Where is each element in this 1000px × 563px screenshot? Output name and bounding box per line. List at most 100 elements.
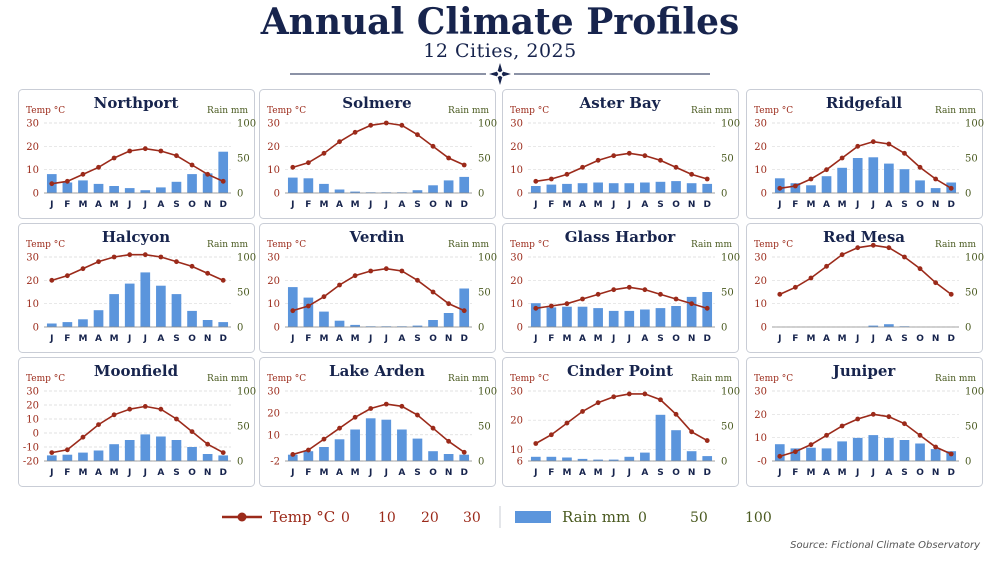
temp-point	[321, 150, 327, 156]
temp-point	[383, 120, 389, 126]
rain-bar	[93, 183, 104, 193]
temp-point	[337, 425, 342, 431]
temp-tick-label: 30	[510, 387, 523, 398]
temp-point	[611, 394, 617, 400]
rain-bar	[608, 183, 619, 193]
temp-axis-label: Temp °C	[754, 240, 793, 250]
temp-point	[658, 397, 663, 403]
legend-temp-tick-1: 10	[378, 510, 396, 526]
temp-point	[704, 176, 710, 182]
month-tick-label: A	[885, 334, 892, 344]
temp-point	[96, 259, 101, 265]
temp-point	[461, 308, 467, 314]
month-tick-label: F	[792, 468, 798, 478]
legend-temp-tick-0: 0	[341, 510, 350, 526]
temp-point	[673, 411, 679, 417]
month-tick-label: A	[641, 200, 648, 210]
rain-tick-label: 0	[721, 457, 727, 468]
panel-cinder-point: Cinder Point Temp °C Rain mm 610 20 30 0 50 100 J…	[502, 357, 740, 487]
temp-point	[368, 122, 374, 128]
month-tick-label: A	[885, 468, 892, 478]
rain-bar	[930, 449, 941, 461]
temp-point	[902, 421, 907, 427]
temp-point	[220, 450, 226, 455]
temp-tick-label: 30	[26, 253, 39, 264]
month-tick-label: M	[351, 200, 360, 210]
temp-tick-label: 30	[267, 253, 280, 264]
rain-bar	[608, 459, 619, 461]
temp-tick-label: 10	[510, 445, 523, 456]
legend-temp-label: Temp °C	[270, 508, 335, 526]
rain-axis-label: Rain mm	[935, 106, 976, 116]
rain-bar	[821, 176, 832, 193]
temp-line	[535, 286, 708, 310]
temp-point	[808, 176, 814, 182]
month-tick-label: S	[657, 468, 663, 478]
rain-tick-label: 100	[237, 253, 256, 264]
month-tick-label: J	[533, 468, 537, 478]
rain-bar	[218, 151, 229, 193]
temp-point	[337, 139, 342, 145]
temp-point	[461, 162, 467, 168]
temp-point	[220, 178, 226, 184]
temp-line	[51, 405, 224, 454]
temp-point	[174, 416, 179, 422]
month-tick-label: F	[305, 334, 311, 344]
temp-line	[51, 147, 224, 185]
month-tick-label: N	[204, 334, 212, 344]
month-tick-label: A	[579, 200, 586, 210]
temp-point	[948, 185, 954, 191]
rain-bar	[593, 459, 603, 461]
temp-point	[290, 452, 296, 457]
rain-bar	[334, 439, 345, 461]
rain-bar	[334, 189, 345, 193]
temp-point	[626, 284, 632, 290]
temp-axis-label: Temp °C	[267, 240, 306, 250]
temp-tick-label: 20	[267, 408, 280, 419]
month-tick-label: S	[414, 334, 420, 344]
rain-bar	[852, 437, 863, 461]
rain-bar	[443, 313, 454, 327]
temp-point	[824, 263, 829, 269]
month-tick-label: J	[533, 200, 537, 210]
temp-point	[189, 162, 195, 168]
month-tick-label: J	[871, 334, 875, 344]
month-tick-label: M	[351, 468, 360, 478]
month-tick-label: S	[173, 334, 179, 344]
rain-bar	[702, 456, 713, 461]
rain-bar	[202, 320, 213, 327]
rain-bar	[702, 183, 713, 193]
temp-point	[111, 412, 117, 418]
rain-axis-label: Rain mm	[691, 106, 732, 116]
month-tick-label: J	[290, 468, 294, 478]
month-tick-label: M	[351, 334, 360, 344]
month-tick-label: M	[78, 334, 87, 344]
rain-bar	[806, 447, 816, 461]
month-tick-label: J	[533, 334, 537, 344]
temp-point	[855, 245, 861, 251]
rain-bar	[109, 186, 119, 193]
month-tick-label: D	[460, 334, 467, 344]
rain-tick-label: 50	[478, 154, 491, 165]
rain-bar	[640, 309, 650, 327]
temp-tick-label: 20	[754, 410, 767, 421]
temp-tick-label: 30	[510, 119, 523, 130]
rain-tick-label: 0	[237, 189, 243, 200]
month-tick-label: J	[143, 468, 147, 478]
month-tick-label: J	[143, 334, 147, 344]
temp-point	[352, 129, 358, 135]
rain-bar	[287, 287, 298, 327]
rain-bar	[443, 180, 454, 193]
month-tick-label: N	[688, 468, 696, 478]
temp-line	[779, 413, 952, 458]
rain-bar	[774, 444, 785, 461]
month-tick-label: D	[703, 468, 710, 478]
rain-bar	[46, 455, 57, 461]
rain-bar	[350, 429, 360, 461]
rain-bar	[62, 322, 73, 327]
month-tick-label: O	[672, 200, 680, 210]
rain-bar	[459, 454, 470, 461]
temp-point	[446, 301, 452, 307]
month-tick-label: J	[855, 334, 859, 344]
